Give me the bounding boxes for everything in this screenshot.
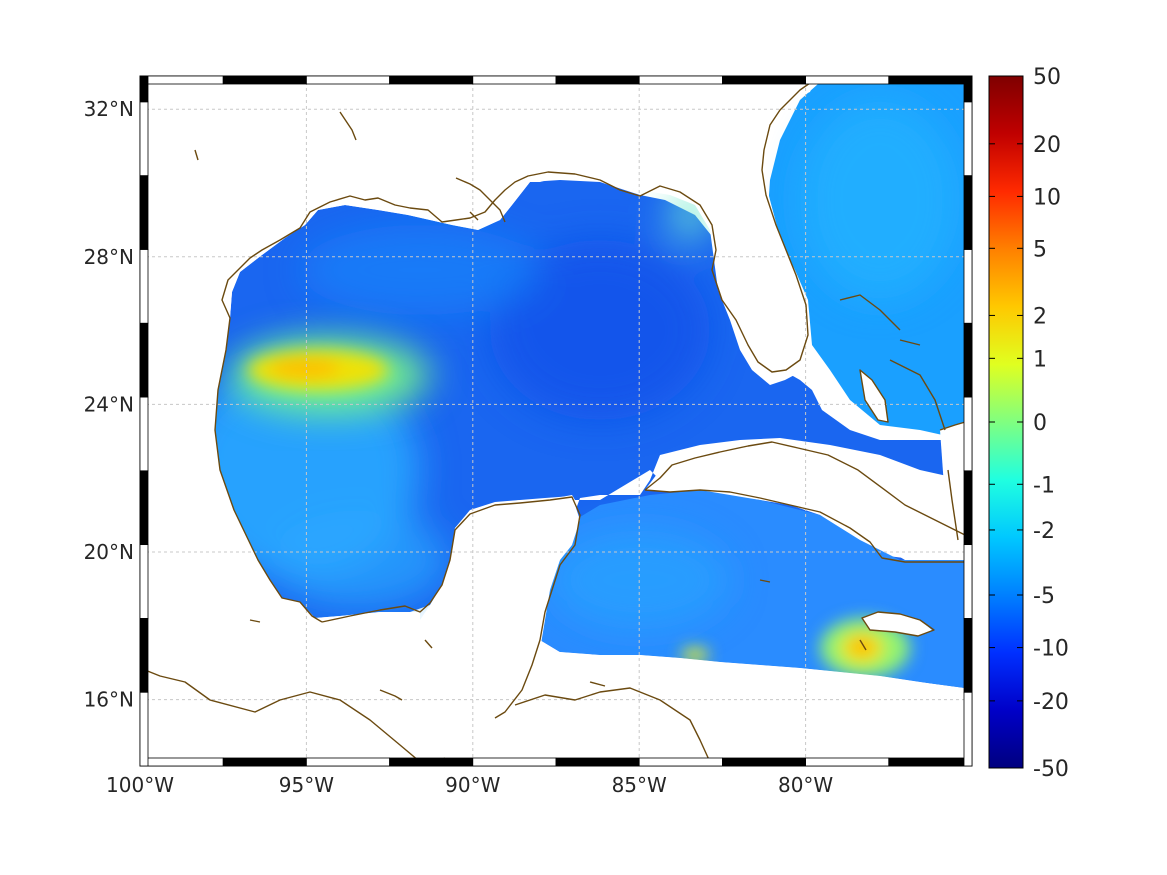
map-gridlines — [140, 76, 972, 766]
jamaica-south-anomaly-peak — [852, 638, 872, 654]
lat-tick-label: 32°N — [84, 97, 134, 121]
lon-tick-label: 90°W — [445, 773, 500, 797]
frame-bar-left — [139, 322, 149, 398]
frame-bar-top — [472, 75, 557, 85]
lon-tick-label: 95°W — [279, 773, 334, 797]
frame-bar-top — [638, 75, 723, 85]
frame-bar-right — [963, 75, 973, 103]
frame-bar-top — [222, 75, 307, 85]
gulf-coastline — [140, 667, 426, 766]
lat-tick-label: 28°N — [84, 245, 134, 269]
colorbar-tick-label: 0 — [1033, 411, 1047, 436]
bahamas-coastline — [839, 294, 946, 431]
frame-bar-bottom — [139, 757, 224, 767]
frame-bar-top — [139, 75, 224, 85]
frame-bar-left — [139, 75, 149, 103]
florida-land — [540, 80, 815, 385]
central-america-coastline — [514, 687, 711, 763]
frame-bar-bottom — [222, 757, 307, 767]
frame-bar-top — [888, 75, 973, 85]
colorbar-tick-label: -2 — [1033, 519, 1055, 544]
frame-bar-left — [139, 470, 149, 546]
jamaica-land — [862, 612, 932, 636]
frame-bar-left — [139, 544, 149, 619]
frame-bar-top — [722, 75, 807, 85]
central-gulf-dark-zone — [490, 240, 710, 420]
bahamas-land — [860, 370, 888, 422]
frame-bar-top — [305, 75, 390, 85]
caribbean-light-zone — [550, 530, 730, 630]
frame-bar-right — [963, 691, 973, 767]
frame-bar-left — [139, 175, 149, 250]
southwest-gulf-light-zone — [270, 510, 450, 610]
cuba-land — [645, 442, 965, 560]
colorbar-tick-label: 5 — [1033, 237, 1047, 262]
colorbar-tick-label: 10 — [1033, 185, 1061, 210]
frame-bar-top — [389, 75, 474, 85]
jamaica-coastline — [861, 611, 935, 637]
yucatan-coastline — [321, 496, 581, 719]
frame-bar-bottom — [389, 757, 474, 767]
frame-bar-bottom — [722, 757, 807, 767]
frame-bar-left — [139, 101, 149, 177]
lon-tick-label: 80°W — [778, 773, 833, 797]
colorbar-tick-label: 1 — [1033, 347, 1047, 372]
lat-tick-label: 16°N — [84, 688, 134, 712]
frame-bar-right — [963, 175, 973, 250]
western-gulf-anomaly-peak — [270, 358, 340, 378]
island-details — [249, 579, 867, 701]
colorbar-tick-label: 20 — [1033, 133, 1061, 158]
north-gulf-zone — [300, 225, 540, 315]
frame-bar-bottom — [472, 757, 557, 767]
lon-tick-label: 85°W — [612, 773, 667, 797]
map-frame — [139, 75, 973, 767]
lat-tick-label: 24°N — [84, 392, 134, 416]
frame-bar-right — [963, 101, 973, 177]
frame-bar-right — [963, 249, 973, 324]
frame-bar-right — [963, 618, 973, 693]
frame-bar-right — [963, 470, 973, 546]
central-america-land — [420, 652, 972, 766]
frame-bar-right — [963, 322, 973, 398]
colorbar-tick-label: -50 — [1033, 757, 1069, 782]
frame-bar-left — [139, 691, 149, 767]
honduras-anomaly-spot — [681, 648, 709, 662]
louisiana-coast-detail — [194, 111, 506, 223]
latitude-labels: 32°N 28°N 24°N 20°N 16°N — [84, 97, 134, 711]
frame-bar-left — [139, 249, 149, 324]
frame-bar-bottom — [805, 757, 890, 767]
colorbar-tick-label: -20 — [1033, 690, 1069, 715]
longitude-labels: 100°W 95°W 90°W 85°W 80°W — [106, 773, 833, 797]
yucatan-land — [420, 496, 580, 740]
lat-tick-label: 20°N — [84, 540, 134, 564]
cuba-coastline — [644, 441, 972, 563]
frame-bar-bottom — [305, 757, 390, 767]
atlantic-light-zone — [800, 100, 960, 300]
mexico-land — [140, 76, 540, 766]
frame-bar-left — [139, 396, 149, 472]
colorbar-tick-label: -1 — [1033, 473, 1055, 498]
data-field — [140, 76, 972, 766]
frame-bar-right — [963, 544, 973, 619]
frame-bar-left — [139, 618, 149, 693]
frame-bar-top — [805, 75, 890, 85]
frame-bar-bottom — [888, 757, 973, 767]
frame-bar-bottom — [555, 757, 640, 767]
colorbar-tick-label: 2 — [1033, 304, 1047, 329]
colorbar-tick-label: 50 — [1033, 65, 1061, 90]
colorbar-tick-label: -10 — [1033, 637, 1069, 662]
frame-bar-bottom — [638, 757, 723, 767]
lon-tick-label: 100°W — [106, 773, 174, 797]
frame-bar-right — [963, 396, 973, 472]
frame-bar-top — [555, 75, 640, 85]
colorbar-tick-label: -5 — [1033, 584, 1055, 609]
